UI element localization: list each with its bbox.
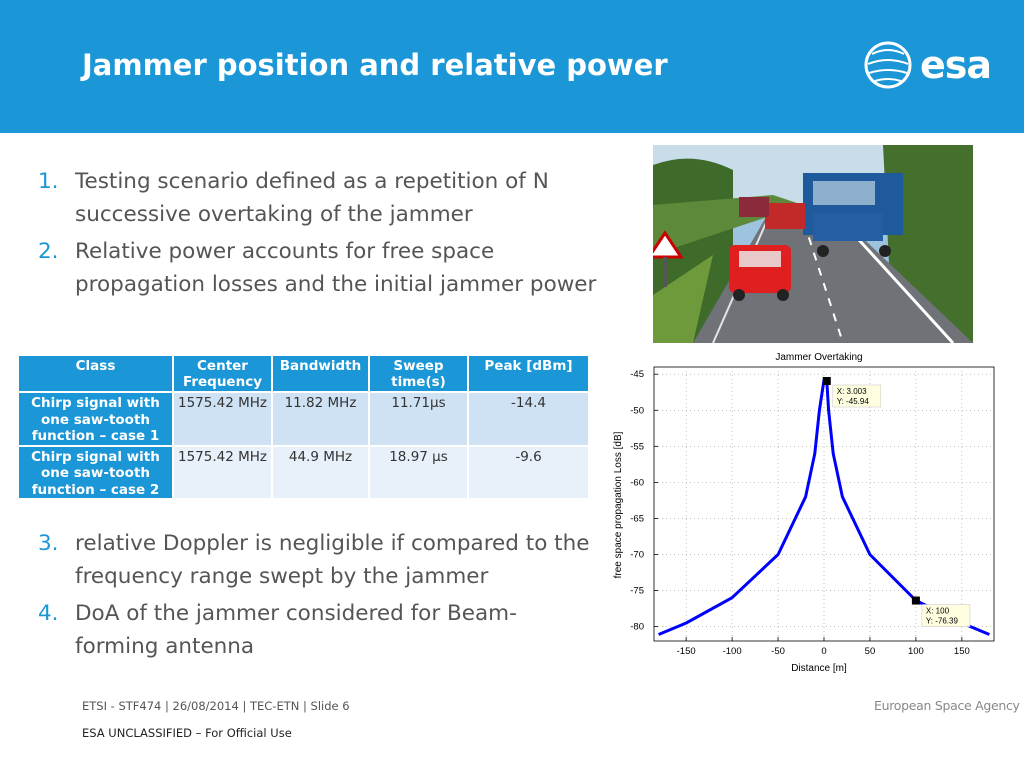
bullet-text: Relative power accounts for free space p… <box>75 239 597 297</box>
table-cell: 11.71µs <box>369 392 469 447</box>
table-row-header: Chirp signal with one saw-tooth function… <box>19 392 174 447</box>
data-tip-label: X: 100 <box>926 607 950 616</box>
table-row: Chirp signal with one saw-tooth function… <box>19 392 590 447</box>
table-cell: 1575.42 MHz <box>173 392 273 447</box>
bullet-list-top: 1. Testing scenario defined as a repetiti… <box>38 166 598 306</box>
chart-canvas: Jammer Overtaking Distance [m] free spac… <box>613 352 995 674</box>
y-tick-label: -60 <box>630 477 644 488</box>
table-cell: 11.82 MHz <box>272 392 370 447</box>
y-tick-label: -65 <box>630 513 644 524</box>
slide-title: Jammer position and relative power <box>82 48 668 82</box>
classification-text: ESA UNCLASSIFIED – For Official Use <box>82 726 292 740</box>
table-header-cell: Bandwidth <box>272 356 370 393</box>
jammer-overtaking-chart: Jammer Overtaking Distance [m] free spac… <box>608 348 1018 678</box>
globe-icon <box>864 41 912 89</box>
y-axis-label: free space propagation Loss [dB] <box>613 431 624 578</box>
x-tick-label: 100 <box>908 646 924 657</box>
table-cell: 18.97 µs <box>369 445 469 500</box>
data-tip-label: X: 3.003 <box>837 387 867 396</box>
x-tick-label: -50 <box>771 646 785 657</box>
bullet-number: 3. <box>38 531 59 556</box>
chart-title: Jammer Overtaking <box>775 352 862 363</box>
y-tick-label: -55 <box>630 441 644 452</box>
title-bar: Jammer position and relative power esa <box>0 0 1024 133</box>
table-row: Chirp signal with one saw-tooth function… <box>19 445 590 500</box>
bullet-text: Testing scenario defined as a repetition… <box>75 169 549 227</box>
table-cell: 44.9 MHz <box>272 445 370 500</box>
logo-text: esa <box>920 43 992 87</box>
y-tick-label: -80 <box>630 622 644 633</box>
bullet-number: 2. <box>38 239 59 264</box>
x-tick-label: -100 <box>723 646 742 657</box>
data-tip-marker <box>911 596 920 605</box>
table-cell: 1575.42 MHz <box>173 445 273 500</box>
table-header-cell: Center Frequency <box>173 356 273 393</box>
bullet-item: 3. relative Doppler is negligible if comp… <box>38 528 598 593</box>
footer-text: ETSI - STF474 | 26/08/2014 | TEC-ETN | S… <box>82 699 350 713</box>
data-tip-box <box>832 384 882 408</box>
table-header-cell: Class <box>19 356 174 393</box>
bullet-text: DoA of the jammer considered for Beam-fo… <box>75 601 517 659</box>
bullet-list-bottom: 3. relative Doppler is negligible if comp… <box>38 528 598 668</box>
x-tick-label: 0 <box>821 646 826 657</box>
bullet-number: 1. <box>38 169 59 194</box>
bullet-number: 4. <box>38 601 59 626</box>
esa-logo: esa <box>862 40 1002 90</box>
data-tip-label: Y: -76.39 <box>926 617 959 626</box>
x-axis-label: Distance [m] <box>791 663 847 674</box>
jammer-table: Class Center Frequency Bandwidth Sweep t… <box>19 356 590 500</box>
data-tip-marker <box>822 376 831 385</box>
table-header-row: Class Center Frequency Bandwidth Sweep t… <box>19 356 590 393</box>
agency-wordmark: European Space Agency <box>874 698 1020 713</box>
x-tick-label: 150 <box>954 646 970 657</box>
table-header-cell: Peak [dBm] <box>468 356 590 393</box>
table-cell: -9.6 <box>468 445 590 500</box>
bullet-item: 4. DoA of the jammer considered for Beam-… <box>38 598 598 663</box>
data-tip-label: Y: -45.94 <box>837 397 870 406</box>
bullet-item: 1. Testing scenario defined as a repetiti… <box>38 166 598 231</box>
x-tick-label: -150 <box>677 646 696 657</box>
table-row-header: Chirp signal with one saw-tooth function… <box>19 445 174 500</box>
table-cell: -14.4 <box>468 392 590 447</box>
y-tick-label: -75 <box>630 586 644 597</box>
bullet-text: relative Doppler is negligible if compar… <box>75 531 590 589</box>
y-tick-label: -45 <box>630 369 644 380</box>
data-tip-box <box>921 604 971 627</box>
road-overtaking-photo <box>653 145 973 343</box>
table-header-cell: Sweep time(s) <box>369 356 469 393</box>
y-tick-label: -70 <box>630 549 644 560</box>
bullet-item: 2. Relative power accounts for free space… <box>38 236 598 301</box>
y-tick-label: -50 <box>630 405 644 416</box>
x-tick-label: 50 <box>865 646 876 657</box>
